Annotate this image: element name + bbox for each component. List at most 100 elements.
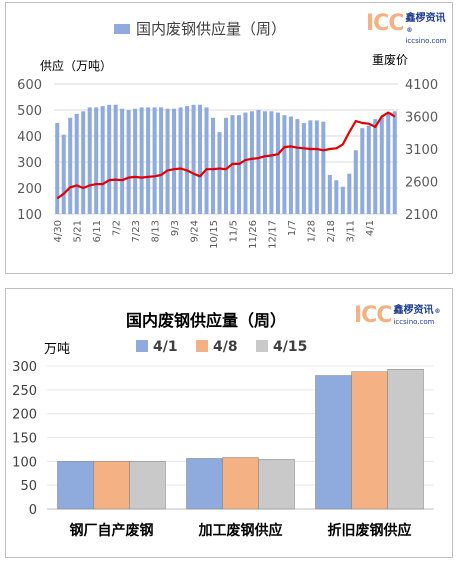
supply-bar [139, 107, 144, 214]
supply-bar [107, 104, 112, 214]
supply-bar [159, 107, 164, 214]
supply-bar [340, 186, 345, 214]
y-tick-right-2100: 2100 [405, 208, 438, 223]
supply-bar [269, 111, 274, 214]
supply-bar [87, 107, 92, 214]
chart1-title: 国内废钢供应量（周） [136, 20, 286, 38]
supply-bar [243, 112, 248, 214]
supply-bar [211, 117, 216, 214]
bar-4-15 [387, 369, 424, 510]
supply-bar [81, 111, 86, 214]
x-tick-label: 2/18 [326, 220, 337, 242]
supply-bar [191, 104, 196, 214]
price-line [56, 111, 396, 200]
legend-swatch-4-1 [136, 340, 148, 352]
x-tick-label: 11/5 [228, 220, 239, 242]
supply-bar [379, 117, 384, 214]
logo-reg-2: ® [434, 308, 441, 315]
legend-swatch-supply [114, 24, 130, 34]
supply-bar [126, 110, 131, 214]
x-tick-label: 11/26 [248, 220, 259, 249]
supply-bar [223, 117, 229, 214]
logo-name: 鑫椤资讯 [405, 13, 446, 24]
x-tick-label: 8/13 [151, 220, 162, 242]
supply-bar [282, 115, 287, 214]
supply-bar [353, 150, 358, 214]
y-tick-right-3100: 3100 [405, 143, 438, 158]
bar-4-15 [129, 461, 166, 510]
legend-label-4-8: 4/8 [213, 339, 238, 355]
supply-bar [100, 106, 105, 214]
supply-bar [275, 112, 280, 214]
chart2-title: 国内废钢供应量（周） [126, 311, 286, 330]
bar-4-15 [258, 459, 295, 510]
supply-bar [172, 108, 177, 214]
x-tick-label: 7/23 [131, 220, 142, 242]
bar-4-1 [186, 458, 223, 510]
supply-by-source-chart: 国内废钢供应量（周） 4/1 4/8 4/15 万吨 0 50 100 150 200 250 300… [12, 311, 434, 539]
y-tick-50: 50 [20, 479, 37, 494]
legend-swatch-4-15 [256, 340, 268, 352]
supply-bar [314, 120, 319, 214]
logo-mark: ICC [366, 11, 404, 36]
y-tick-right-3600: 3600 [405, 111, 438, 126]
bar-4-1 [315, 375, 352, 510]
logo-reg: ® [406, 27, 413, 34]
supply-bar [55, 123, 60, 214]
category-label: 折旧废钢供应 [328, 522, 412, 539]
supply-bar [301, 123, 306, 214]
supply-bar [262, 111, 267, 214]
x-tick-label: 4/1 [365, 220, 376, 236]
supply-bar [152, 107, 157, 214]
supply-bar [113, 104, 118, 214]
supply-bar [366, 125, 371, 214]
category-label: 加工废钢供应 [198, 522, 283, 539]
supply-bar [308, 120, 313, 214]
supply-bar [178, 107, 183, 214]
supply-bar [133, 108, 138, 214]
x-tick-label: 9/24 [190, 220, 201, 242]
supply-bar [256, 110, 261, 214]
y-tick-150: 150 [12, 432, 37, 447]
supply-bar [321, 121, 326, 214]
x-tick-label: 5/21 [73, 220, 84, 242]
bar-4-1 [57, 461, 94, 510]
x-tick-label: 12/17 [267, 220, 278, 249]
icc-logo-2: ICC 鑫椤资讯® iccsino.com [354, 305, 440, 328]
x-tick-label: 10/15 [209, 220, 220, 249]
supply-bar [288, 116, 293, 214]
y-axis-label: 万吨 [44, 342, 70, 357]
supply-bar [204, 107, 209, 214]
logo-url: iccsino.com [405, 37, 447, 45]
chart-panel-weekly-supply: 国内废钢供应量（周） 供应（万吨） 重废价 100 200 300 400 500 600 210… [5, 2, 453, 274]
legend-swatch-4-8 [196, 340, 208, 352]
y-tick-250: 250 [12, 384, 37, 399]
supply-bar [392, 111, 397, 214]
x-tick-label: 6/11 [92, 220, 103, 242]
supply-price-chart: 国内废钢供应量（周） 供应（万吨） 重废价 100 200 300 400 500 600 210… [17, 20, 438, 249]
logo-url-2: iccsino.com [393, 318, 435, 326]
supply-bar [347, 173, 352, 214]
legend-label-4-15: 4/15 [273, 339, 307, 355]
supply-bar [68, 117, 73, 214]
x-tick-label: 4/30 [53, 220, 64, 242]
bar-4-8 [222, 457, 259, 510]
supply-bar [295, 119, 300, 214]
y-tick-left-100: 100 [17, 208, 42, 223]
x-tick-label: 1/28 [306, 220, 317, 242]
supply-bar [198, 104, 203, 214]
y-tick-0: 0 [29, 503, 37, 518]
supply-bar [249, 111, 254, 214]
category-label: 钢厂自产废钢 [70, 522, 154, 539]
supply-bar [74, 113, 79, 214]
bar-4-8 [93, 461, 130, 510]
bar-4-8 [351, 371, 388, 510]
x-tick-label: 7/2 [112, 220, 123, 236]
y-tick-right-4100: 4100 [405, 78, 438, 93]
supply-bar [61, 134, 66, 214]
supply-bar [386, 112, 391, 214]
y-tick-right-2600: 2600 [405, 176, 438, 191]
icc-logo: ICC 鑫椤资讯 ® iccsino.com [366, 13, 452, 47]
x-tick-label: 9/3 [170, 220, 181, 236]
y-tick-left-400: 400 [17, 130, 42, 145]
